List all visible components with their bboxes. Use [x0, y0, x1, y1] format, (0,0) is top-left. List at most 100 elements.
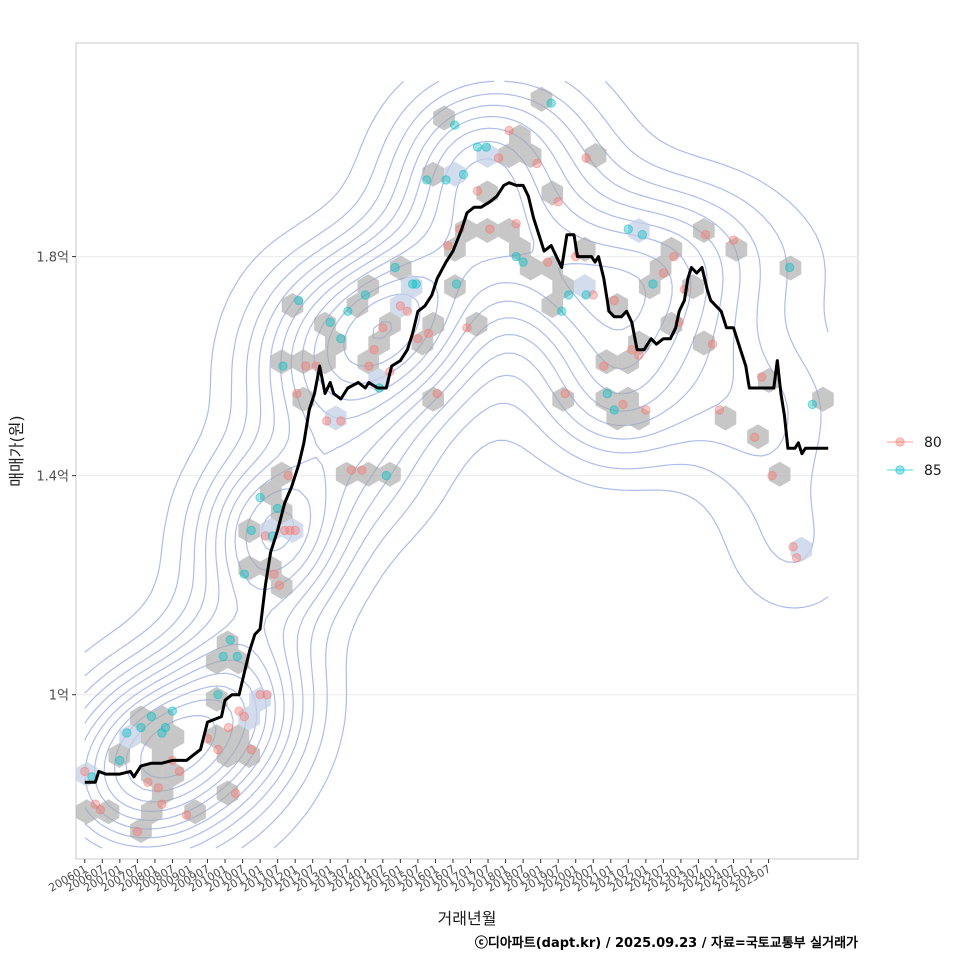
hex-bin — [162, 761, 185, 787]
scatter-point-80 — [788, 542, 798, 552]
hex-bin — [552, 386, 574, 412]
scatter-point-80 — [364, 361, 374, 371]
scatter-point-85 — [472, 142, 483, 152]
scatter-point-80 — [532, 158, 542, 169]
scatter-point-80 — [423, 328, 434, 338]
legend-key-point — [895, 465, 905, 475]
scatter-point-85 — [278, 361, 288, 371]
scatter-point-85 — [807, 399, 818, 410]
scatter-point-80 — [132, 826, 143, 837]
hex-bin — [389, 293, 412, 318]
scatter-point-80 — [462, 323, 472, 333]
density-contour — [84, 80, 829, 849]
scatter-point-85 — [451, 279, 462, 289]
scatter-point-85 — [122, 728, 132, 738]
y-axis-title: 매매가(원) — [7, 415, 26, 486]
hex-bin — [498, 218, 520, 243]
hex-bin — [357, 461, 380, 487]
x-axis-title: 거래년월 — [438, 909, 497, 928]
hex-bin — [628, 405, 650, 431]
scatter-point-80 — [260, 531, 271, 541]
hex-bin — [509, 236, 531, 262]
scatter-point-85 — [255, 492, 265, 503]
hex-bin — [76, 799, 98, 825]
hex-bin — [238, 705, 260, 731]
hex-bin — [292, 349, 315, 375]
hex-bin — [205, 724, 228, 750]
scatter-point-80 — [511, 219, 521, 229]
scatter-point-80 — [280, 525, 290, 536]
scatter-point-80 — [728, 235, 739, 245]
hex-bin — [617, 386, 639, 412]
scatter-point-85 — [232, 651, 243, 662]
scatter-point-85 — [623, 224, 633, 234]
scatter-point-85 — [246, 525, 257, 536]
scatter-point-80 — [336, 416, 346, 426]
scatter-point-80 — [432, 388, 442, 399]
scatter-point-80 — [269, 569, 279, 579]
hex-bin — [444, 274, 466, 300]
scatter-point-85 — [411, 279, 421, 289]
hex-bin — [660, 236, 683, 262]
scatter-point-80 — [283, 470, 293, 481]
scatter-point-85 — [784, 262, 795, 273]
scatter-point-85 — [458, 169, 469, 180]
scatter-point-80 — [749, 432, 760, 442]
hex-bin — [141, 799, 163, 825]
scatter-point-80 — [485, 224, 495, 234]
scatter-point-80 — [285, 525, 295, 536]
scatter-point-80 — [402, 306, 413, 316]
scatter-point-80 — [634, 350, 644, 360]
hex-bin — [422, 161, 445, 187]
scatter-point-80 — [658, 268, 669, 278]
scatter-point-80 — [627, 345, 637, 355]
scatter-point-85 — [294, 295, 304, 306]
scatter-point-80 — [581, 153, 591, 163]
hex-bin — [119, 724, 141, 750]
scatter-point-80 — [588, 290, 598, 300]
scatter-point-80 — [700, 230, 711, 240]
hex-bin — [552, 274, 574, 300]
hex-bin — [130, 818, 152, 843]
scatter-point-85 — [441, 175, 451, 185]
hex-bin — [498, 143, 520, 168]
hex-bin — [216, 780, 239, 806]
scatter-point-80 — [143, 777, 153, 787]
hex-bin — [725, 236, 748, 262]
hex-bin — [444, 161, 466, 187]
scatter-point-85 — [546, 98, 556, 108]
scatter-point-80 — [174, 766, 185, 777]
hex-bin — [379, 311, 401, 337]
scatter-point-80 — [714, 405, 725, 415]
scatter-point-80 — [560, 388, 570, 399]
scatter-point-80 — [553, 197, 563, 207]
scatter-point-85 — [218, 651, 229, 662]
scatter-point-85 — [272, 503, 283, 514]
scatter-point-85 — [564, 290, 574, 300]
scatter-point-80 — [395, 301, 406, 311]
hex-bin — [270, 574, 293, 600]
scatter-point-80 — [246, 744, 257, 755]
hex-bin — [238, 518, 260, 543]
hex-bin — [433, 105, 455, 131]
scatter-point-80 — [493, 153, 504, 163]
scatter-point-80 — [290, 525, 300, 536]
legend-label: 85 — [924, 463, 942, 479]
hex-bin — [260, 480, 282, 506]
hex-bin — [76, 761, 98, 787]
legend-key-point — [895, 437, 905, 447]
hex-bin — [422, 311, 445, 337]
scatter-point-80 — [357, 465, 367, 475]
scatter-point-85 — [157, 728, 167, 738]
scatter-point-85 — [450, 120, 460, 130]
scatter-point-80 — [80, 766, 90, 777]
hex-bin — [519, 255, 542, 281]
y-tick-label: 1억 — [49, 689, 69, 704]
scatter-point-80 — [543, 257, 553, 267]
scatter-point-85 — [557, 306, 567, 316]
scatter-point-85 — [407, 279, 418, 289]
hex-bin — [205, 649, 228, 675]
scatter-point-85 — [511, 251, 521, 262]
scatter-point-80 — [791, 553, 802, 563]
